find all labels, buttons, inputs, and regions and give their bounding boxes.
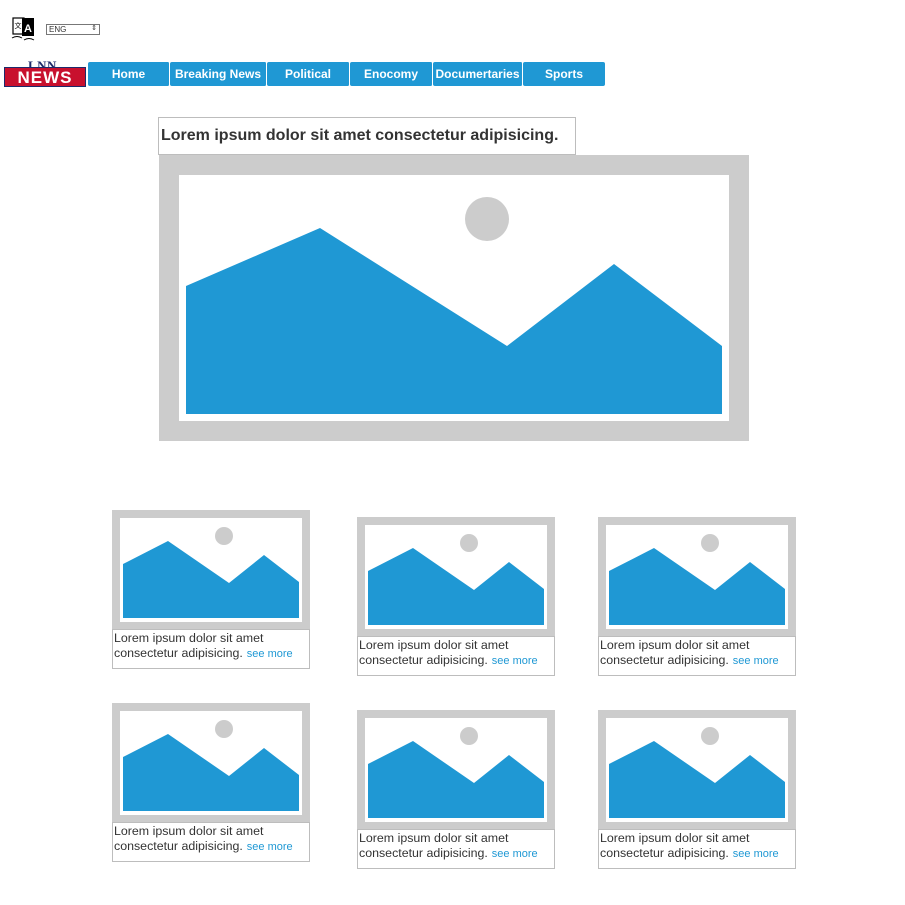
- featured-image[interactable]: [159, 155, 749, 441]
- see-more-link[interactable]: see more: [491, 848, 538, 860]
- card-text: Lorem ipsum dolor sit amet consectetur a…: [600, 831, 750, 860]
- card-text: Lorem ipsum dolor sit amet consectetur a…: [114, 824, 264, 853]
- card-caption: Lorem ipsum dolor sit amet consectetur a…: [357, 636, 555, 676]
- card-caption: Lorem ipsum dolor sit amet consectetur a…: [112, 629, 310, 669]
- card-image[interactable]: [112, 703, 310, 823]
- see-more-link[interactable]: see more: [732, 655, 779, 667]
- logo-main-text: NEWS: [4, 67, 86, 87]
- card-image[interactable]: [598, 710, 796, 830]
- nav-item-enocomy[interactable]: Enocomy: [350, 62, 433, 86]
- card-text: Lorem ipsum dolor sit amet consectetur a…: [114, 631, 264, 660]
- card-image[interactable]: [357, 710, 555, 830]
- see-more-link[interactable]: see more: [491, 655, 538, 667]
- featured-headline[interactable]: Lorem ipsum dolor sit amet consectetur a…: [158, 117, 576, 155]
- nav-item-home[interactable]: Home: [88, 62, 170, 86]
- card-image[interactable]: [598, 517, 796, 637]
- nav-item-sports[interactable]: Sports: [523, 62, 605, 86]
- see-more-link[interactable]: see more: [246, 841, 293, 853]
- card-caption: Lorem ipsum dolor sit amet consectetur a…: [357, 829, 555, 869]
- svg-text:文: 文: [15, 21, 22, 30]
- see-more-link[interactable]: see more: [732, 848, 779, 860]
- site-logo[interactable]: LNN NEWS: [4, 58, 86, 88]
- card-caption: Lorem ipsum dolor sit amet consectetur a…: [598, 636, 796, 676]
- card-image[interactable]: [357, 517, 555, 637]
- see-more-link[interactable]: see more: [246, 648, 293, 660]
- nav-item-political[interactable]: Political: [267, 62, 350, 86]
- language-select[interactable]: ENG ⇕: [46, 24, 100, 35]
- nav-item-breaking-news[interactable]: Breaking News: [170, 62, 267, 86]
- translate-icon[interactable]: A 文: [10, 14, 36, 42]
- card-text: Lorem ipsum dolor sit amet consectetur a…: [359, 638, 509, 667]
- updown-arrow-icon: ⇕: [91, 25, 97, 32]
- card-caption: Lorem ipsum dolor sit amet consectetur a…: [112, 822, 310, 862]
- language-select-value: ENG: [49, 25, 67, 34]
- nav-item-documertaries[interactable]: Documertaries: [433, 62, 523, 86]
- card-caption: Lorem ipsum dolor sit amet consectetur a…: [598, 829, 796, 869]
- card-image[interactable]: [112, 510, 310, 630]
- svg-text:A: A: [24, 23, 32, 35]
- card-text: Lorem ipsum dolor sit amet consectetur a…: [600, 638, 750, 667]
- card-text: Lorem ipsum dolor sit amet consectetur a…: [359, 831, 509, 860]
